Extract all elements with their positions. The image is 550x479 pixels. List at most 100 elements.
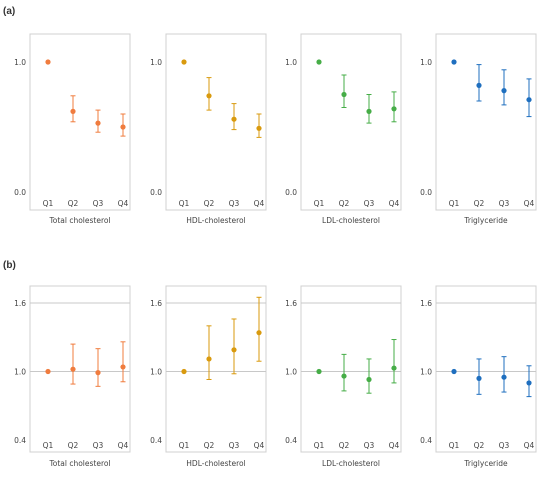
chart-panel: 1.0 0.0 Q1 Q2 Q3 Q4 Triglyceride [420, 33, 537, 225]
x-axis-label: HDL-cholesterol [186, 216, 245, 225]
y-tick-label: 0.0 [285, 188, 297, 197]
y-tick-label: 0.0 [420, 188, 432, 197]
panel-frame [29, 285, 131, 453]
x-tick-label: Q2 [474, 441, 485, 450]
x-axis-label: LDL-cholesterol [322, 459, 380, 468]
panel-frame [165, 285, 267, 453]
x-tick-label: Q4 [118, 199, 129, 208]
data-point [391, 365, 397, 371]
x-tick-label: Q1 [43, 441, 54, 450]
y-tick-label: 1.0 [150, 368, 162, 377]
x-tick-label: Q4 [389, 441, 400, 450]
x-axis-label: Total cholesterol [48, 216, 110, 225]
chart-panel: 1.6 1.0 0.4 Q1 Q2 Q3 Q4 LDL-cholesterol [285, 285, 402, 468]
x-tick-label: Q3 [499, 441, 510, 450]
chart-panel: 1.6 1.0 0.4 Q1 Q2 Q3 Q4 HDL-cholesterol [150, 285, 267, 468]
x-axis-label: Total cholesterol [48, 459, 110, 468]
x-tick-label: Q2 [68, 199, 79, 208]
panel-frame [435, 285, 537, 453]
data-point [70, 366, 76, 372]
x-tick-label: Q1 [43, 199, 54, 208]
x-tick-label: Q4 [254, 199, 265, 208]
data-point [366, 376, 372, 383]
panel-frame [435, 33, 537, 211]
x-tick-label: Q3 [93, 199, 104, 208]
data-point [70, 108, 76, 114]
y-tick-label: 1.0 [285, 368, 297, 377]
y-tick-label: 1.0 [285, 58, 297, 67]
x-tick-label: Q1 [179, 199, 190, 208]
y-tick-label: 0.4 [14, 436, 26, 445]
data-point [231, 347, 237, 353]
y-tick-label: 0.0 [14, 188, 26, 197]
y-tick-label: 1.6 [150, 299, 162, 308]
data-point [526, 380, 532, 386]
data-point [120, 364, 126, 370]
x-tick-label: Q4 [254, 441, 265, 450]
x-tick-label: Q2 [204, 441, 215, 450]
y-tick-label: 0.4 [420, 436, 432, 445]
data-point [341, 91, 347, 98]
y-tick-label: 0.0 [150, 188, 162, 197]
y-tick-label: 0.4 [285, 436, 297, 445]
y-tick-label: 1.6 [285, 299, 297, 308]
x-axis-label: Triglyceride [463, 459, 508, 468]
x-tick-label: Q1 [314, 199, 325, 208]
panel-frame [29, 33, 131, 211]
x-tick-label: Q1 [314, 441, 325, 450]
data-point [316, 59, 322, 65]
panel-frame [165, 33, 267, 211]
x-tick-label: Q4 [118, 441, 129, 450]
y-tick-label: 1.0 [14, 368, 26, 377]
chart-panel: 1.0 0.0 Q1 Q2 Q3 Q4 HDL-cholesterol [150, 33, 267, 225]
data-point [231, 116, 237, 122]
y-tick-label: 1.6 [14, 299, 26, 308]
data-point [120, 124, 126, 130]
x-tick-label: Q2 [204, 199, 215, 208]
x-tick-label: Q3 [229, 441, 240, 450]
x-tick-label: Q2 [68, 441, 79, 450]
data-point [206, 356, 212, 362]
row-label-b: (b) [3, 260, 16, 271]
y-tick-label: 1.0 [420, 58, 432, 67]
x-tick-label: Q1 [179, 441, 190, 450]
x-tick-label: Q2 [339, 441, 350, 450]
chart-panel: 1.6 1.0 0.4 Q1 Q2 Q3 Q4 Total cholesterol [14, 285, 131, 468]
x-tick-label: Q3 [499, 199, 510, 208]
y-tick-label: 1.0 [14, 58, 26, 67]
x-tick-label: Q3 [229, 199, 240, 208]
y-tick-label: 1.0 [420, 368, 432, 377]
x-axis-label: Triglyceride [463, 216, 508, 225]
data-point [451, 368, 457, 375]
y-tick-label: 1.0 [150, 58, 162, 67]
chart-panel: 1.0 0.0 Q1 Q2 Q3 Q4 Total cholesterol [14, 33, 131, 225]
data-point [181, 368, 187, 375]
x-tick-label: Q3 [364, 441, 375, 450]
data-point [451, 59, 457, 65]
x-tick-label: Q4 [389, 199, 400, 208]
panel-frame [300, 285, 402, 453]
x-tick-label: Q1 [449, 441, 460, 450]
x-tick-label: Q4 [524, 441, 535, 450]
data-point [95, 120, 101, 126]
data-point [256, 125, 262, 131]
x-tick-label: Q2 [339, 199, 350, 208]
data-point [501, 88, 507, 94]
x-tick-label: Q3 [93, 441, 104, 450]
data-point [476, 82, 482, 88]
data-point [45, 59, 51, 65]
data-point [95, 370, 101, 376]
x-tick-label: Q1 [449, 199, 460, 208]
x-axis-label: HDL-cholesterol [186, 459, 245, 468]
chart-panels: 1.0 0.0 Q1 Q2 Q3 Q4 Total cholesterol 1.0 0.0 Q1 Q… [14, 33, 537, 468]
y-tick-label: 1.6 [420, 299, 432, 308]
data-point [45, 368, 51, 375]
data-point [391, 106, 397, 112]
row-label-a: (a) [3, 6, 15, 17]
data-point [256, 330, 262, 336]
data-point [316, 368, 322, 375]
data-point [366, 108, 372, 114]
x-axis-label: LDL-cholesterol [322, 216, 380, 225]
data-point [526, 97, 532, 103]
